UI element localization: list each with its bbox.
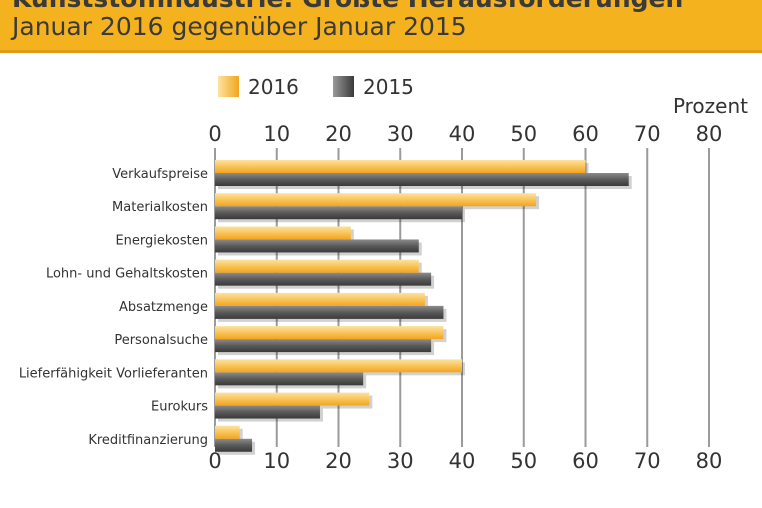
x-tick-label-bottom: 40 bbox=[449, 449, 476, 473]
bar-2015 bbox=[215, 305, 444, 319]
bar-2015 bbox=[215, 339, 432, 353]
bar-2016 bbox=[215, 292, 425, 306]
bar-2016 bbox=[215, 326, 444, 340]
bar-2016 bbox=[215, 160, 586, 173]
bar-2016 bbox=[215, 226, 351, 240]
x-tick-label-top: 20 bbox=[325, 122, 352, 146]
legend-label-2015: 2015 bbox=[363, 75, 414, 99]
bar-2015 bbox=[215, 438, 253, 452]
category-label: Energiekosten bbox=[115, 233, 208, 248]
chart-title-line1: Kunststoffindustrie: Größte Heraus­forde… bbox=[12, 0, 683, 13]
bar-2016 bbox=[215, 359, 462, 373]
category-label: Lieferfähigkeit Vorlieferanten bbox=[19, 366, 208, 381]
category-label: Eurokurs bbox=[151, 400, 208, 415]
bar-2015 bbox=[215, 272, 432, 286]
x-tick-label-top: 60 bbox=[572, 122, 599, 146]
x-tick-label-top: 70 bbox=[634, 122, 661, 146]
x-tick-label-bottom: 0 bbox=[208, 449, 221, 473]
bar-2015 bbox=[215, 239, 419, 253]
x-tick-label-top: 0 bbox=[208, 122, 221, 146]
category-label: Lohn- und Gehaltskosten bbox=[46, 267, 208, 282]
x-tick-label-top: 40 bbox=[449, 122, 476, 146]
chart-title-line2: Januar 2016 gegenüber Januar 2015 bbox=[12, 12, 467, 41]
x-tick-label-bottom: 60 bbox=[572, 449, 599, 473]
bar-2015 bbox=[215, 206, 462, 220]
category-label: Absatzmenge bbox=[119, 300, 208, 315]
x-tick-label-bottom: 80 bbox=[696, 449, 723, 473]
x-tick-label-top: 80 bbox=[696, 122, 723, 146]
legend-label-2016: 2016 bbox=[248, 75, 299, 99]
x-tick-label-bottom: 20 bbox=[325, 449, 352, 473]
legend-swatch-2015 bbox=[333, 76, 354, 97]
unit-label: Prozent bbox=[673, 94, 748, 118]
x-tick-label-bottom: 50 bbox=[510, 449, 537, 473]
x-tick-label-top: 50 bbox=[510, 122, 537, 146]
bar-2016 bbox=[215, 425, 240, 439]
bar-2016 bbox=[215, 392, 370, 406]
legend-swatch-2016 bbox=[218, 76, 239, 97]
title-banner: Kunststoffindustrie: Größte Heraus­forde… bbox=[0, 0, 762, 50]
category-label: Kreditfinanzierung bbox=[88, 433, 208, 448]
x-tick-label-top: 30 bbox=[387, 122, 414, 146]
x-tick-label-bottom: 30 bbox=[387, 449, 414, 473]
bar-2015 bbox=[215, 173, 629, 186]
source-footer bbox=[0, 498, 762, 508]
bar-2015 bbox=[215, 372, 364, 386]
bar-2016 bbox=[215, 193, 537, 207]
x-tick-label-top: 10 bbox=[263, 122, 290, 146]
x-tick-label-bottom: 10 bbox=[263, 449, 290, 473]
x-tick-label-bottom: 70 bbox=[634, 449, 661, 473]
category-label: Materialkosten bbox=[112, 200, 208, 215]
category-label: Personalsuche bbox=[114, 333, 208, 348]
bar-2015 bbox=[215, 405, 320, 419]
bar-2016 bbox=[215, 259, 419, 273]
category-label: Verkaufspreise bbox=[112, 167, 208, 182]
title-underline bbox=[0, 50, 762, 53]
